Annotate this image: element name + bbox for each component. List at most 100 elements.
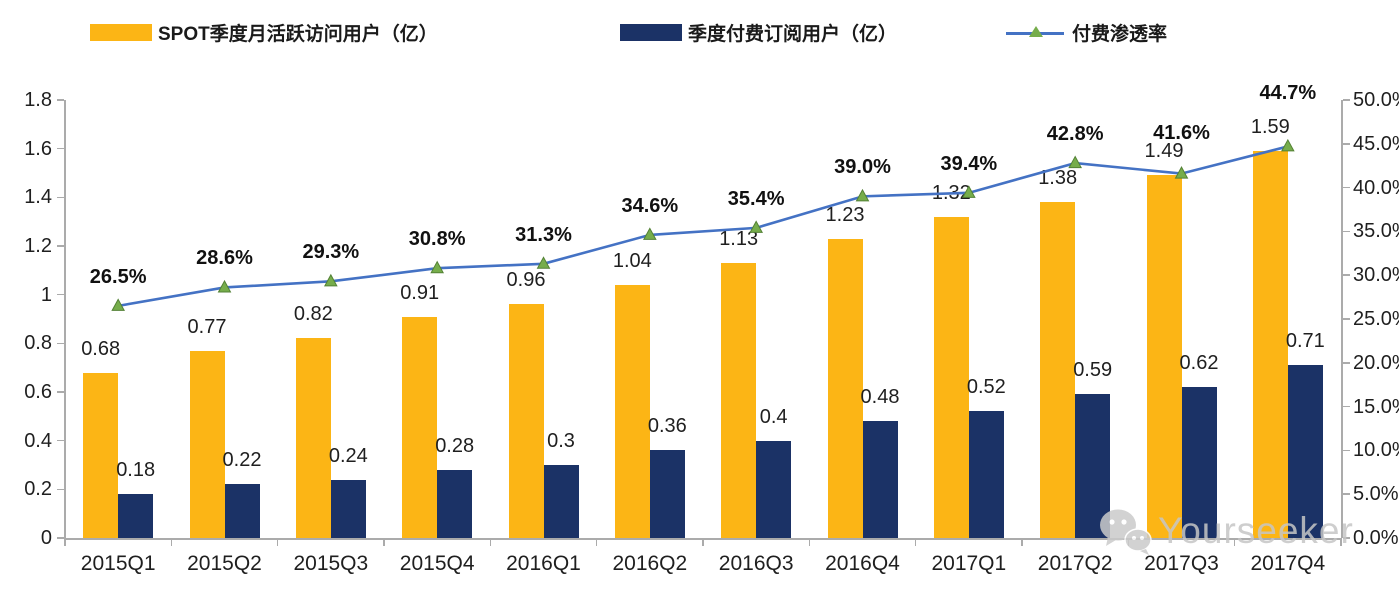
right-axis-tick (1342, 99, 1350, 101)
left-axis-tick-label: 0.2 (24, 478, 52, 501)
bottom-axis-tick (595, 539, 598, 546)
bar-label-mau: 0.68 (81, 337, 121, 360)
left-axis-tick (57, 196, 64, 199)
penetration-label: 35.4% (727, 187, 785, 210)
bar-mau (1040, 202, 1076, 538)
right-axis-tick-label: 50.0% (1353, 89, 1399, 111)
bottom-axis-tick (1233, 539, 1236, 546)
bar-label-subscribers: 0.24 (328, 444, 368, 467)
legend-label-penetration: 付费渗透率 (1072, 23, 1168, 45)
bar-label-subscribers: 0.22 (222, 449, 262, 472)
right-axis-line (1341, 100, 1343, 538)
left-axis-tick (57, 147, 64, 150)
right-axis-tick-label: 35.0% (1353, 220, 1399, 243)
category-label: 2015Q2 (187, 552, 262, 575)
wechat-icon (1100, 509, 1152, 555)
right-axis-tick (1342, 274, 1350, 276)
bar-label-mau: 1.49 (1144, 140, 1184, 163)
right-axis-tick-label: 25.0% (1353, 308, 1399, 330)
triangle-marker-icon (430, 260, 445, 274)
bar-mau (295, 338, 331, 538)
watermark-text: Yourseeker (1158, 510, 1354, 551)
triangle-marker-icon (323, 273, 338, 287)
penetration-label: 39.4% (940, 152, 998, 175)
bar-subscribers (649, 450, 685, 538)
triangle-marker-icon (217, 279, 232, 293)
penetration-label: 34.6% (621, 194, 679, 217)
bar-mau (83, 372, 119, 538)
left-axis-tick-label: 1.6 (24, 137, 52, 160)
triangle-marker-icon (1029, 25, 1043, 37)
category-label: 2016Q2 (612, 552, 688, 575)
legend-label-mau: SPOT季度月活跃访问用户（亿） (158, 23, 438, 45)
left-axis-tick (57, 391, 64, 393)
bar-mau (933, 216, 969, 538)
legend-swatch-subs (620, 23, 682, 41)
bar-mau (721, 263, 757, 538)
left-axis-tick-label: 1.4 (24, 186, 52, 209)
category-label: 2016Q4 (825, 552, 900, 575)
right-axis-tick-label: 45.0% (1353, 132, 1399, 155)
legend-label-subs: 季度付费订阅用户（亿） (688, 23, 898, 45)
right-axis-tick (1342, 230, 1350, 233)
bar-subscribers (118, 494, 154, 538)
bar-mau (614, 284, 650, 538)
triangle-marker-icon (536, 256, 551, 269)
bar-label-mau: 1.32 (931, 181, 971, 204)
bottom-axis-tick (808, 539, 811, 546)
right-axis-tick-label: 30.0% (1353, 264, 1399, 287)
triangle-marker-icon (111, 298, 126, 311)
left-axis-tick (57, 99, 64, 101)
legend-swatch-mau (90, 23, 152, 41)
left-axis-tick-label: 1 (40, 283, 52, 306)
bar-mau (189, 350, 225, 538)
bar-subscribers (968, 411, 1004, 538)
bar-label-subscribers: 0.4 (759, 405, 788, 428)
bar-label-mau: 1.04 (612, 249, 652, 272)
bottom-axis-tick (276, 539, 279, 546)
legend-item-subs: 季度付费订阅用户（亿） (620, 20, 898, 45)
bar-subscribers (224, 484, 260, 538)
penetration-label: 39.0% (834, 156, 891, 179)
bar-label-mau: 1.59 (1250, 116, 1290, 139)
right-axis-tick-label: 40.0% (1353, 176, 1399, 199)
bar-mau (1252, 151, 1288, 538)
triangle-marker-icon (1280, 138, 1295, 152)
left-axis-tick (57, 488, 64, 491)
right-axis-tick (1342, 537, 1350, 539)
bar-label-subscribers: 0.62 (1179, 352, 1219, 375)
penetration-label: 26.5% (89, 265, 147, 288)
bar-mau (1146, 175, 1182, 538)
bar-label-subscribers: 0.71 (1285, 330, 1325, 353)
bar-subscribers (1075, 394, 1111, 538)
bottom-axis-tick (702, 539, 704, 546)
bottom-axis-tick (489, 539, 492, 546)
right-axis-tick (1342, 143, 1350, 145)
right-axis-tick (1342, 493, 1350, 495)
penetration-label: 44.7% (1259, 82, 1317, 105)
triangle-marker-icon (1068, 155, 1083, 169)
bar-subscribers (862, 421, 898, 538)
bar-subscribers (1181, 387, 1217, 538)
right-axis-tick-label: 15.0% (1353, 395, 1399, 418)
bar-label-mau: 1.38 (1038, 167, 1078, 190)
triangle-marker-icon (855, 188, 870, 202)
penetration-label: 31.3% (515, 223, 572, 246)
right-axis-tick-label: 5.0% (1353, 483, 1399, 506)
bar-label-subscribers: 0.59 (1073, 359, 1113, 382)
bottom-axis-tick (64, 539, 66, 546)
left-axis-line (64, 100, 66, 538)
left-axis-tick (57, 342, 64, 345)
left-axis-tick-label: 1.8 (24, 89, 52, 111)
legend-item-mau: SPOT季度月活跃访问用户（亿） (90, 20, 438, 45)
bottom-axis-tick (170, 539, 173, 546)
bar-mau (402, 316, 438, 538)
category-label: 2017Q4 (1250, 552, 1326, 575)
category-label: 2017Q2 (1037, 552, 1113, 575)
triangle-marker-icon (642, 227, 657, 240)
left-axis-tick-label: 0.4 (24, 429, 52, 452)
legend-line-marker (1006, 24, 1064, 41)
bar-subscribers (543, 465, 579, 538)
legend-item-penetration: 付费渗透率 (1006, 20, 1168, 45)
